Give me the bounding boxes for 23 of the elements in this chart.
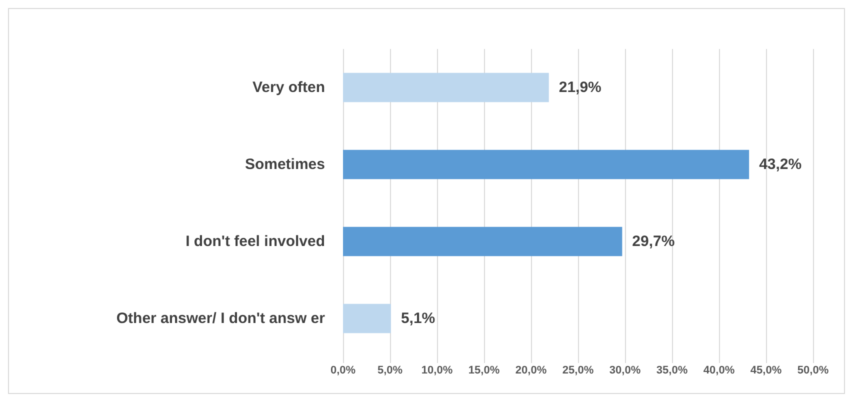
x-tick-label: 0,0% bbox=[330, 364, 356, 376]
bar bbox=[343, 226, 622, 256]
bar bbox=[343, 150, 750, 180]
data-label: 21,9% bbox=[558, 79, 602, 96]
x-tick-label: 45,0% bbox=[750, 364, 782, 376]
x-tick-label: 30,0% bbox=[609, 364, 641, 376]
y-tick-label: I don't feel involved bbox=[186, 233, 325, 250]
data-label: 29,7% bbox=[632, 233, 675, 250]
x-tick-label: 25,0% bbox=[562, 364, 594, 376]
y-tick-label: Other answer/ I don't answ er bbox=[116, 310, 326, 327]
x-tick-label: 5,0% bbox=[377, 364, 403, 376]
data-label: 5,1% bbox=[400, 310, 436, 327]
x-tick-label: 15,0% bbox=[468, 364, 500, 376]
data-label: 43,2% bbox=[759, 156, 802, 173]
x-tick-label: 20,0% bbox=[515, 364, 547, 376]
x-tick-label: 50,0% bbox=[797, 364, 829, 376]
y-tick-label: Very often bbox=[252, 79, 325, 96]
x-tick-label: 40,0% bbox=[703, 364, 735, 376]
bar bbox=[343, 72, 549, 102]
y-tick-label: Sometimes bbox=[244, 156, 325, 173]
x-tick-label: 10,0% bbox=[421, 364, 453, 376]
x-tick-label: 35,0% bbox=[656, 364, 688, 376]
bar bbox=[343, 304, 391, 334]
